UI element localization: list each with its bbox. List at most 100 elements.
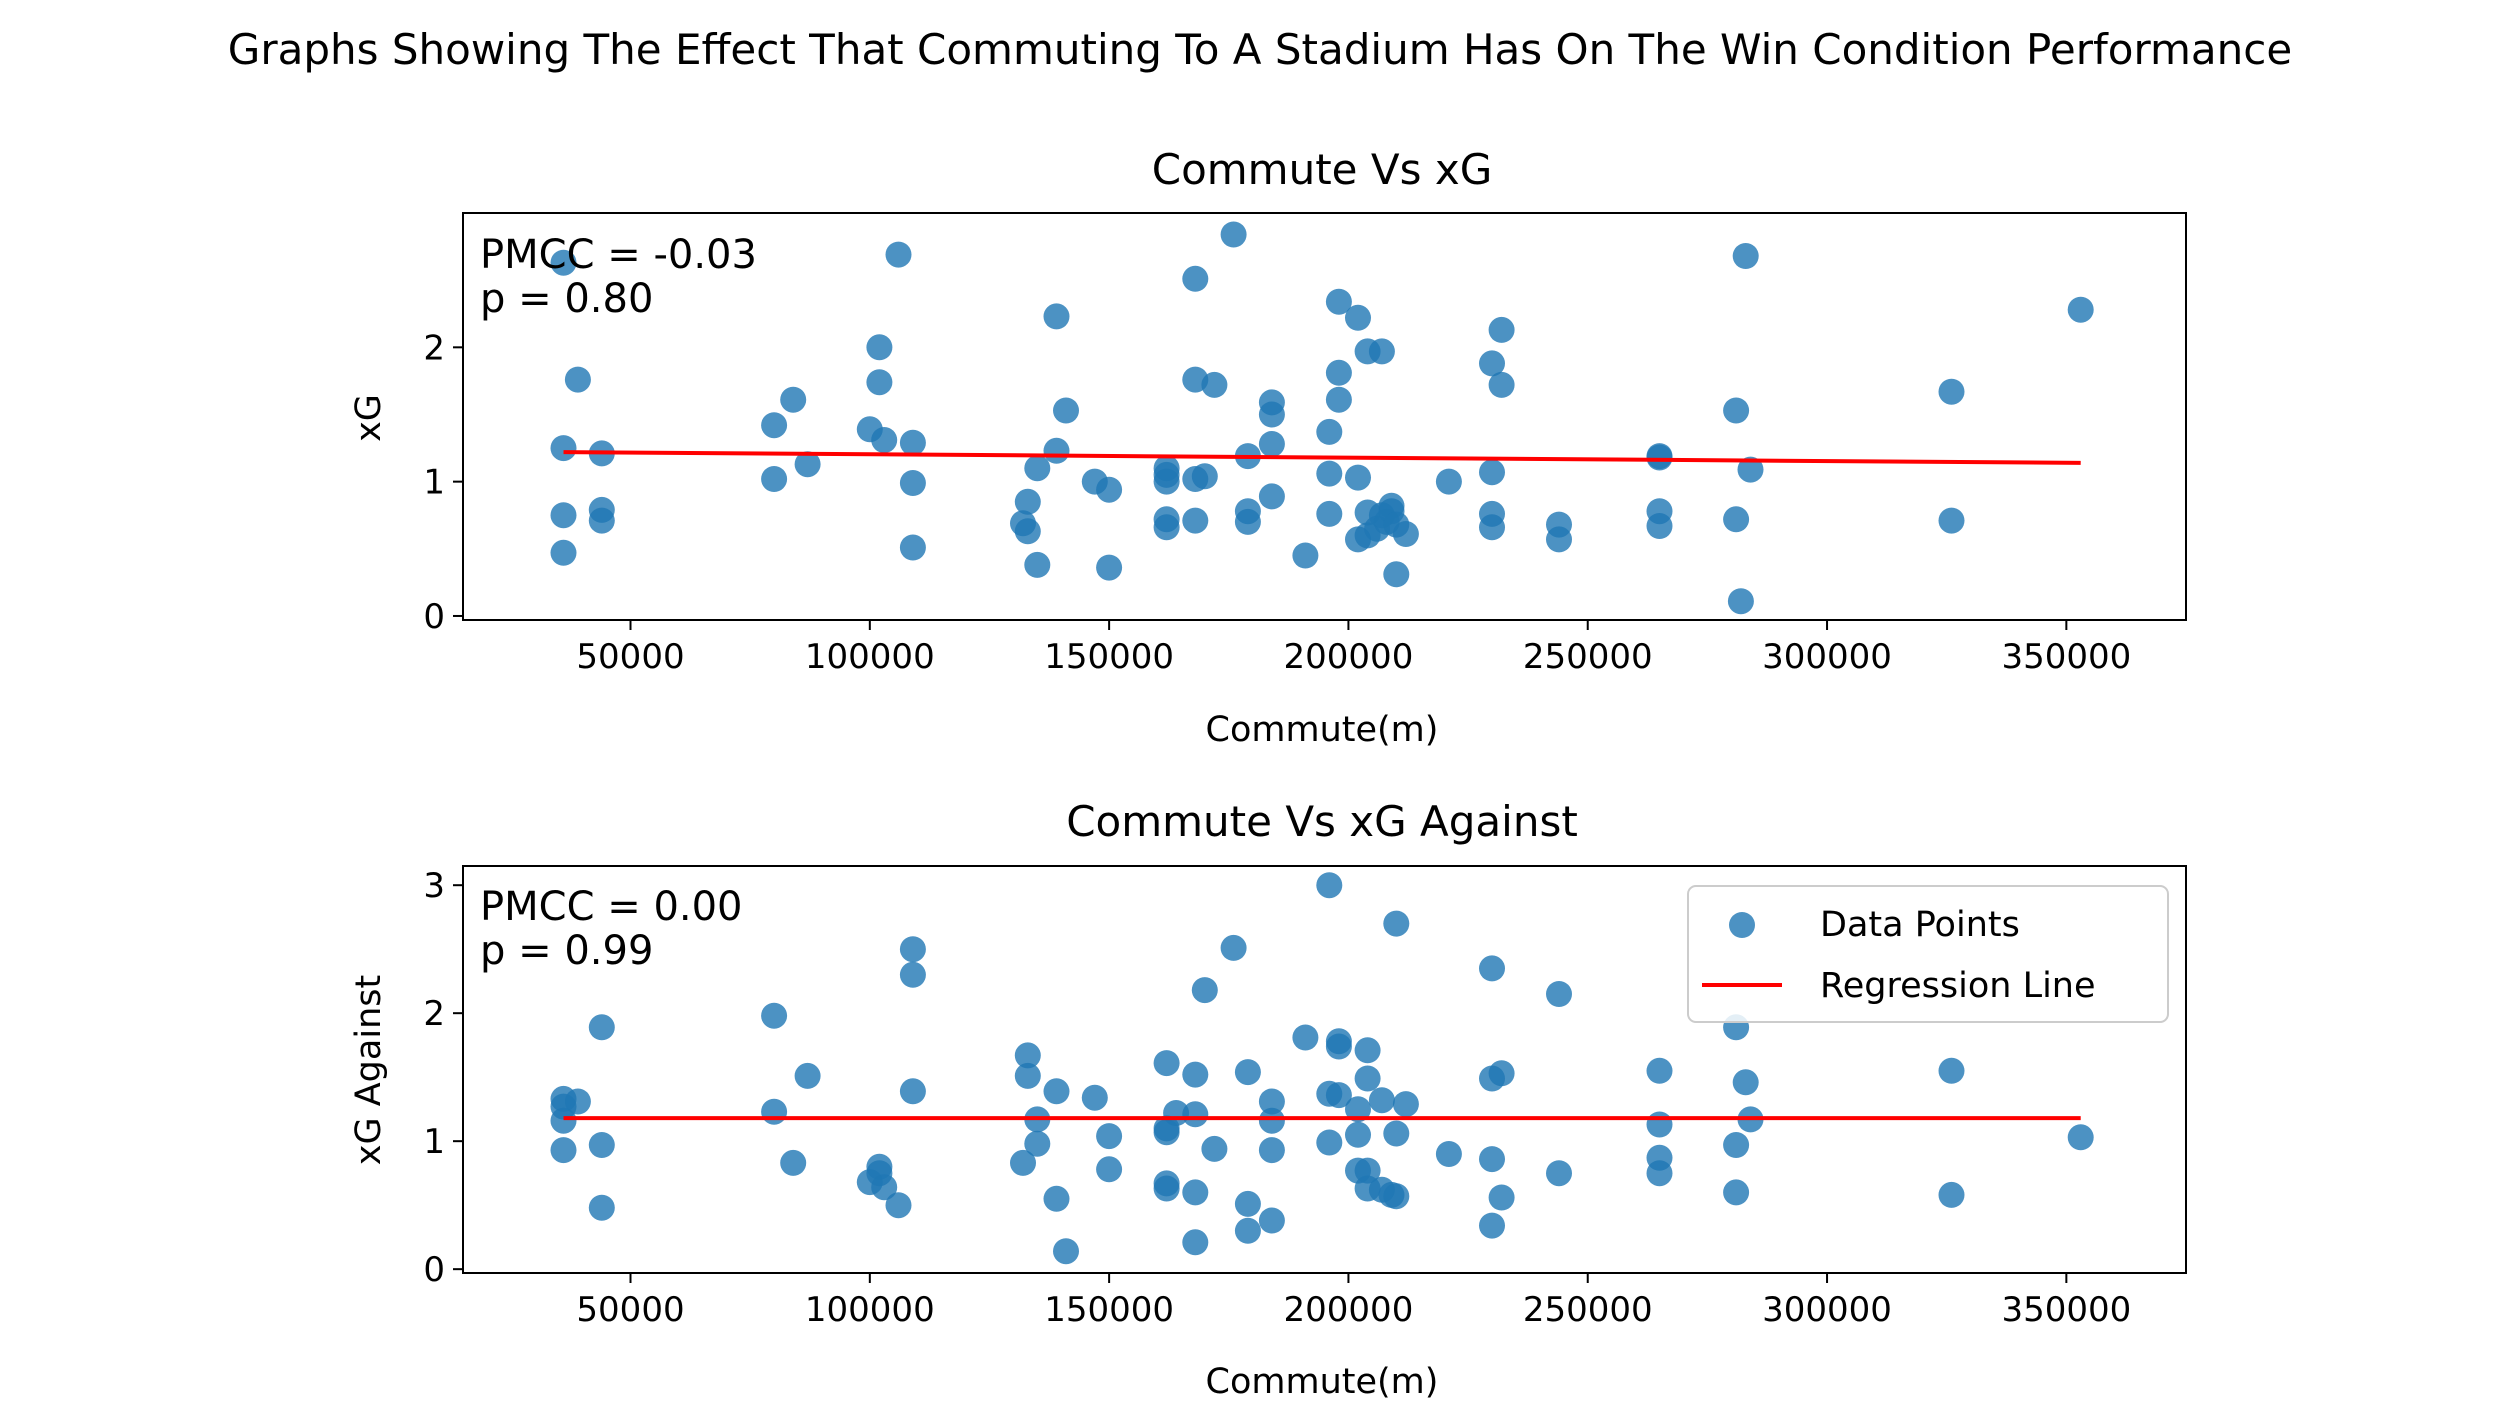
xga-p-value-annotation: p = 0.99: [480, 928, 653, 974]
xga-data-point: [1191, 977, 1218, 1004]
xga-data-point: [1383, 1120, 1410, 1147]
xg-pmcc-annotation: PMCC = -0.03: [480, 232, 757, 278]
xga-y-tick-label: 0: [423, 1250, 445, 1290]
xg-x-tick-label: 100000: [805, 637, 935, 677]
xg-data-point: [1646, 513, 1673, 539]
xga-data-point: [761, 1098, 788, 1125]
xga-data-point: [1646, 1057, 1673, 1084]
xga-data-point: [1383, 910, 1410, 937]
xga-data-point: [1435, 1141, 1462, 1167]
xg-data-point: [1258, 401, 1285, 428]
xga-data-point: [1354, 1065, 1381, 1092]
xga-data-point: [1316, 872, 1343, 899]
xg-y-tick-label: 1: [423, 463, 445, 503]
xg-data-point: [1043, 303, 1070, 330]
xga-data-point: [1938, 1181, 1965, 1208]
xga-data-point: [1479, 955, 1505, 982]
plot-commute-vs-xg-against: Commute Vs xG Against 50000 100000 150000 2…: [349, 797, 2187, 1402]
xga-data-point: [1646, 1160, 1673, 1187]
xg-data-point: [1096, 554, 1123, 581]
xg-data-point: [1488, 371, 1515, 398]
xga-x-tick-label: 100000: [805, 1290, 935, 1330]
xga-data-point: [1153, 1119, 1180, 1146]
xg-data-point: [1234, 508, 1261, 535]
xga-data-point: [1081, 1084, 1108, 1111]
xg-data-point: [866, 334, 893, 361]
xga-data-point: [1392, 1091, 1419, 1118]
xga-data-point: [1043, 1078, 1070, 1105]
xg-y-axis-label: xG: [349, 394, 389, 442]
xga-data-point: [1546, 1160, 1572, 1187]
xga-data-point: [1220, 934, 1247, 961]
legend-box: [1687, 885, 2169, 1023]
xga-data-point: [899, 961, 926, 988]
xg-data-point: [1938, 378, 1965, 405]
xga-x-axis-label: Commute(m): [1206, 1362, 1439, 1402]
legend-data-points-label: Data Points: [1820, 905, 2020, 945]
xga-data-point: [1354, 1037, 1381, 1064]
xg-data-point: [564, 366, 591, 393]
xg-data-point: [1383, 561, 1410, 588]
xga-data-point: [871, 1174, 898, 1201]
xga-data-point: [1201, 1135, 1228, 1162]
xga-data-point: [1014, 1042, 1041, 1069]
xg-data-point: [1316, 500, 1343, 527]
xga-axes-frame: [462, 865, 2187, 1274]
xga-data-point: [899, 936, 926, 963]
xga-data-point: [1938, 1057, 1965, 1084]
xg-data-point: [1938, 507, 1965, 534]
xg-data-point: [1316, 460, 1343, 487]
xg-points-layer: [550, 221, 2094, 615]
xg-data-point: [885, 241, 912, 268]
xga-data-point: [1182, 1179, 1209, 1206]
xga-data-point: [1258, 1088, 1285, 1115]
xga-data-point: [588, 1132, 615, 1158]
xg-data-point: [1325, 359, 1352, 386]
xg-p-value-annotation: p = 0.80: [480, 276, 653, 322]
plot-title-xg-against: Commute Vs xG Against: [1066, 797, 1578, 846]
xg-data-point: [1723, 397, 1750, 424]
xg-data-point: [1258, 483, 1285, 510]
xg-data-point: [588, 507, 615, 534]
xga-x-tick-label: 150000: [1044, 1290, 1174, 1330]
xg-data-point: [1014, 488, 1041, 515]
xga-data-point: [1732, 1069, 1759, 1096]
xga-data-point: [1010, 1149, 1036, 1176]
xg-data-point: [1325, 288, 1352, 315]
legend-regression-line-label: Regression Line: [1820, 966, 2096, 1006]
xg-data-point: [761, 412, 788, 439]
xga-data-point: [1014, 1062, 1041, 1089]
xg-data-point: [1368, 338, 1395, 365]
xg-data-point: [1325, 386, 1352, 413]
xg-y-tick-label: 2: [423, 328, 445, 368]
xga-data-point: [1182, 1101, 1209, 1128]
xga-data-point: [1043, 1185, 1070, 1212]
xg-data-point: [1727, 588, 1754, 615]
xg-data-point: [871, 427, 898, 453]
xga-data-point: [1479, 1146, 1505, 1173]
xga-x-ticks: 50000 100000 150000 200000 250000 300000 35000…: [576, 1273, 2131, 1330]
xg-data-point: [1546, 526, 1572, 553]
xga-data-point: [1325, 1082, 1352, 1109]
xga-data-point: [2067, 1124, 2094, 1151]
xga-points-layer: [550, 872, 2094, 1265]
xg-data-point: [1435, 468, 1462, 495]
xg-y-tick-label: 0: [423, 597, 445, 637]
xg-data-point: [794, 451, 821, 478]
xg-data-point: [1479, 514, 1505, 541]
xga-data-point: [1546, 981, 1572, 1007]
xga-data-point: [1488, 1060, 1515, 1087]
xga-data-point: [1234, 1217, 1261, 1244]
xga-data-point: [1345, 1121, 1371, 1148]
xg-data-point: [866, 369, 893, 396]
xga-data-point: [899, 1078, 926, 1105]
xg-data-point: [1153, 468, 1180, 495]
xg-data-point: [1014, 518, 1041, 545]
xga-data-point: [1153, 1050, 1180, 1077]
xga-x-tick-label: 50000: [576, 1290, 684, 1330]
xg-data-point: [1182, 265, 1209, 292]
xg-data-point: [1488, 316, 1515, 343]
xg-data-point: [1220, 221, 1247, 248]
xg-x-tick-label: 200000: [1284, 637, 1414, 677]
